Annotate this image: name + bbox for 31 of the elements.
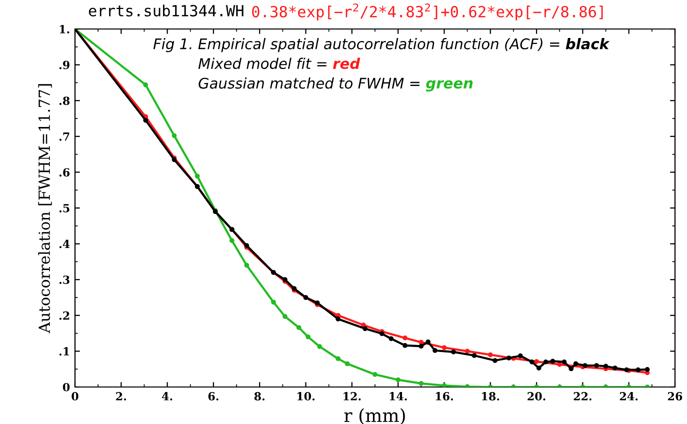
chart-subtitle: 0.38*exp[−r$^{2}$/2*4.83$^{2}$]+0.62*exp[−r/8.86]	[252, 3, 603, 20]
x-tick-label: 22.	[574, 392, 592, 400]
x-tick-label: 2.	[116, 392, 126, 400]
x-tick-label: 10.	[297, 392, 315, 400]
x-tick-label: 26	[668, 392, 682, 400]
y-tick-label: .8	[59, 96, 70, 105]
x-tick-label: 4.	[162, 392, 172, 400]
x-tick-label: 8.	[254, 392, 265, 400]
x-tick-label: 16.	[436, 392, 453, 400]
y-axis-title: Autocorrelation [FWHM=11.77]	[38, 84, 52, 334]
y-tick-label: .2	[59, 311, 70, 320]
y-tick-label: 1.	[60, 24, 70, 34]
x-tick-label: 6.	[208, 392, 218, 400]
x-tick-label: 0	[72, 392, 78, 400]
annotation: Gaussian matched to FWHM = green	[198, 77, 473, 92]
annotation: Fig 1. Empirical spatial autocorrelation function (ACF) = black	[153, 38, 610, 52]
x-tick-label: 20.	[528, 392, 546, 400]
y-tick-label: .9	[59, 60, 70, 70]
annotation: Mixed model fit = red	[198, 58, 360, 70]
y-tick-label: 0	[62, 382, 70, 392]
y-tick-label: .4	[59, 240, 70, 248]
y-tick-label: .7	[59, 132, 70, 141]
x-tick-label: 24.	[620, 392, 638, 400]
x-tick-label: 12.	[344, 392, 361, 400]
y-tick-label: .3	[59, 276, 70, 284]
y-tick-label: .1	[59, 347, 70, 356]
chart-title: errts.sub11344.WH	[88, 4, 244, 16]
x-tick-label: 18.	[482, 392, 500, 400]
y-tick-label: .5	[59, 204, 70, 212]
x-tick-label: 14.	[390, 392, 407, 400]
y-tick-label: .6	[59, 168, 70, 177]
